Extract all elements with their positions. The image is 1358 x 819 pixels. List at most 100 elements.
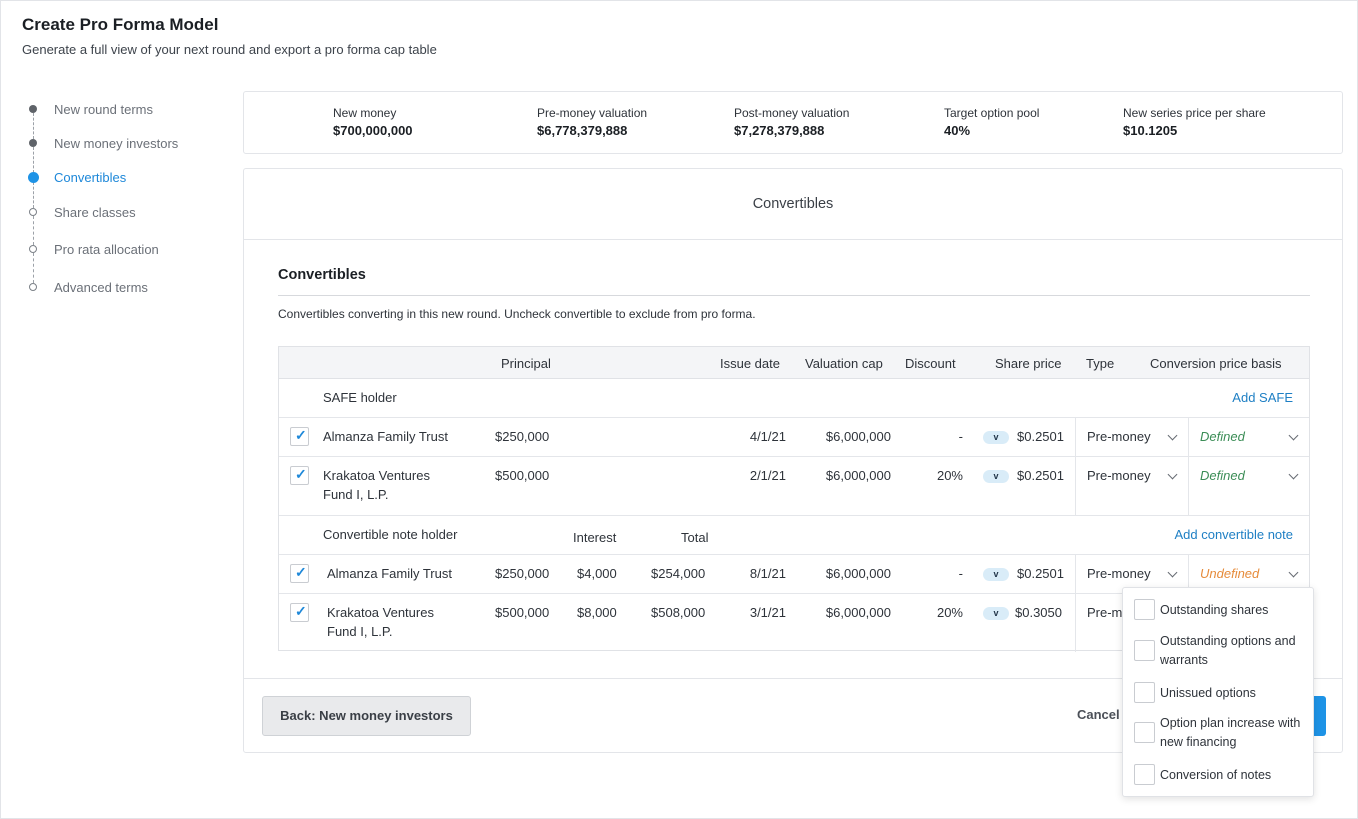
metric-value: $7,278,379,888 (734, 123, 825, 138)
metric-pre-money-valuation: Pre-money valuation $6,778,379,888 (537, 106, 647, 138)
section-title: Convertibles (278, 267, 366, 283)
option-unissued-options[interactable]: Unissued options (1134, 682, 1309, 705)
version-badge[interactable]: v (983, 431, 1009, 444)
add-safe-link[interactable]: Add SAFE (1232, 390, 1293, 405)
check-icon: ✓ (295, 466, 307, 482)
option-label: Conversion of notes (1160, 768, 1272, 782)
interest: $8,000 (577, 605, 617, 620)
round-summary: New money $700,000,000 Pre-money valuati… (243, 91, 1343, 154)
group-label: Convertible note holder (323, 527, 458, 542)
issue-date: 8/1/21 (749, 566, 786, 581)
col-valuation-cap: Valuation cap (805, 356, 883, 371)
table-row: ✓ Almanza Family Trust $250,000 4/1/21 $… (279, 418, 1309, 457)
type-value: Pre-money (1087, 468, 1151, 483)
option-plan-increase[interactable]: Option plan increase with new financing (1134, 714, 1309, 754)
option-outstanding-options-warrants[interactable]: Outstanding options and warrants (1134, 632, 1309, 672)
basis-select[interactable]: Undefined (1188, 555, 1309, 593)
convertibles-table: Principal Issue date Valuation cap Disco… (278, 346, 1310, 652)
add-convertible-note-link[interactable]: Add convertible note (1174, 527, 1293, 542)
check-icon: ✓ (295, 427, 307, 443)
col-issue-date: Issue date (720, 356, 780, 371)
type-value: Pre-money (1087, 566, 1151, 581)
option-checkbox[interactable] (1134, 640, 1155, 661)
valuation-cap: $6,000,000 (825, 605, 891, 620)
option-label: Outstanding options and warrants (1160, 634, 1296, 667)
include-checkbox[interactable]: ✓ (290, 427, 309, 446)
issue-date: 3/1/21 (749, 605, 786, 620)
include-checkbox[interactable]: ✓ (290, 466, 309, 485)
basis-select[interactable]: Defined (1188, 418, 1309, 456)
metric-label: Post-money valuation (734, 106, 850, 120)
option-checkbox[interactable] (1134, 682, 1155, 703)
table-header: Principal Issue date Valuation cap Disco… (279, 347, 1309, 379)
issue-date: 2/1/21 (749, 468, 786, 483)
step-done-dot-icon (29, 139, 37, 147)
share-price: $0.2501 (1017, 566, 1064, 581)
metric-label: New money (333, 106, 397, 120)
valuation-cap: $6,000,000 (825, 566, 891, 581)
step-todo-dot-icon (29, 245, 37, 253)
chevron-down-icon (1288, 430, 1299, 441)
principal: $500,000 (495, 468, 550, 483)
type-select[interactable]: Pre-money (1075, 457, 1188, 515)
chevron-down-icon (1167, 469, 1178, 480)
share-price: $0.2501 (1017, 429, 1064, 444)
include-checkbox[interactable]: ✓ (290, 564, 309, 583)
table-row: ✓ Krakatoa Ventures Fund I, L.P. $500,00… (279, 594, 1309, 652)
option-checkbox[interactable] (1134, 764, 1155, 785)
option-label: Outstanding shares (1160, 603, 1269, 617)
option-checkbox[interactable] (1134, 722, 1155, 743)
metric-label: Pre-money valuation (537, 106, 648, 120)
option-conversion-of-notes[interactable]: Conversion of notes (1134, 764, 1309, 787)
col-share-price: Share price (995, 356, 1062, 371)
type-select[interactable]: Pre-money (1075, 555, 1188, 593)
card-header: Convertibles (244, 169, 1342, 240)
principal: $250,000 (495, 429, 550, 444)
step-todo-dot-icon (29, 208, 37, 216)
total: $508,000 (651, 605, 706, 620)
chevron-down-icon (1288, 469, 1299, 480)
step-current-dot-icon (27, 171, 39, 183)
step-label: New round terms (54, 101, 153, 117)
version-badge[interactable]: v (983, 568, 1009, 581)
metric-value: $6,778,379,888 (537, 123, 628, 138)
include-checkbox[interactable]: ✓ (290, 603, 309, 622)
type-select[interactable]: Pre-m (1075, 594, 1188, 652)
version-badge[interactable]: v (983, 470, 1009, 483)
basis-value: Undefined (1200, 566, 1260, 581)
principal: $250,000 (495, 566, 550, 581)
divider (278, 295, 1310, 296)
col-discount: Discount (905, 356, 956, 371)
step-label: Advanced terms (54, 279, 148, 295)
metric-target-option-pool: Target option pool 40% (944, 106, 1039, 138)
option-checkbox[interactable] (1134, 599, 1155, 620)
discount: 20% (936, 468, 963, 483)
option-label: Unissued options (1160, 686, 1256, 700)
metric-label: Target option pool (944, 106, 1040, 120)
basis-value: Defined (1200, 468, 1245, 483)
metric-new-money: New money $700,000,000 (333, 106, 413, 138)
principal: $500,000 (495, 605, 550, 620)
type-value: Pre-m (1087, 605, 1123, 620)
col-type: Type (1086, 356, 1115, 371)
divider (244, 678, 1342, 679)
option-outstanding-shares[interactable]: Outstanding shares (1134, 599, 1309, 622)
page-subtitle: Generate a full view of your next round … (22, 42, 437, 57)
back-button[interactable]: Back: New money investors (262, 696, 471, 736)
share-price: $0.3050 (1015, 605, 1062, 620)
holder-name: Krakatoa Ventures Fund I, L.P. (323, 468, 430, 502)
col-total: Total (681, 530, 709, 545)
holder-name: Almanza Family Trust (327, 566, 452, 581)
type-select[interactable]: Pre-money (1075, 418, 1188, 456)
basis-select[interactable]: Defined (1188, 457, 1309, 515)
section-description: Convertibles converting in this new roun… (278, 307, 756, 321)
step-label: Pro rata allocation (54, 241, 159, 257)
share-price: $0.2501 (1017, 468, 1064, 483)
cancel-button[interactable]: Cancel (1077, 707, 1120, 722)
stepper-rail (32, 216, 34, 245)
version-badge[interactable]: v (983, 607, 1009, 620)
chevron-down-icon (1288, 567, 1299, 578)
discount: - (958, 566, 963, 581)
group-label: SAFE holder (323, 390, 397, 405)
col-conversion-basis: Conversion price basis (1150, 356, 1282, 371)
